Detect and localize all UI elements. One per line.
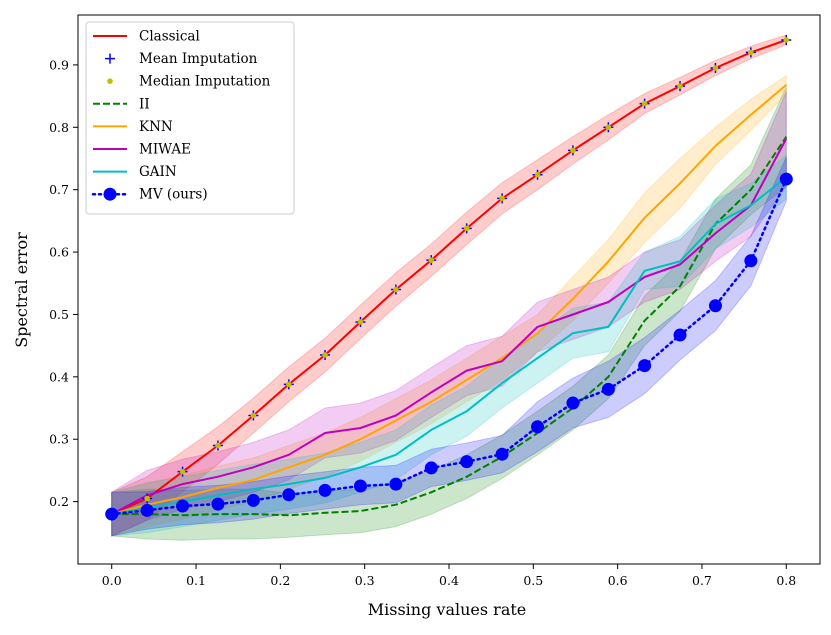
- mv-ours-point: [140, 503, 154, 517]
- median-imputation-point: [677, 83, 683, 89]
- mv-ours-point: [246, 493, 260, 507]
- mv-ours-point: [389, 477, 403, 491]
- mv-ours-point: [744, 254, 758, 268]
- legend-label-mv-ours: MV (ours): [139, 187, 208, 203]
- x-tick-label: 0.2: [270, 573, 290, 588]
- x-tick-label: 0.1: [186, 573, 206, 588]
- legend-label-gain: GAIN: [139, 164, 177, 180]
- y-tick-label: 0.4: [49, 369, 69, 384]
- mv-ours-point: [318, 483, 332, 497]
- x-tick-label: 0.8: [776, 573, 796, 588]
- median-imputation-point: [748, 49, 754, 56]
- median-imputation-point: [428, 257, 435, 263]
- mv-ours-point: [282, 488, 296, 502]
- legend-label-mean-imputation: Mean Imputation: [139, 51, 258, 67]
- median-imputation-point: [322, 352, 328, 358]
- classical-line: [111, 39, 787, 516]
- median-imputation-point: [570, 147, 576, 154]
- median-imputation-point: [712, 65, 719, 71]
- y-tick-label: 0.9: [49, 57, 69, 72]
- median-imputation-point: [605, 124, 612, 131]
- mv-ours-point: [353, 479, 367, 493]
- mv-ours-point: [601, 382, 615, 396]
- y-axis-ticks: 0.2 0.3 0.4 0.5 0.6 0.7 0.8 0.9: [49, 57, 78, 509]
- y-tick-label: 0.3: [49, 432, 69, 447]
- miwae-line: [111, 138, 788, 515]
- x-tick-label: 0.4: [439, 573, 459, 588]
- mv-ours-point: [566, 396, 580, 410]
- median-imputation-point: [215, 442, 221, 449]
- legend-label-classical: Classical: [139, 29, 200, 45]
- series-markers: [105, 34, 793, 521]
- y-tick-label: 0.2: [49, 494, 69, 509]
- legend-marker-median-imputation: [107, 78, 113, 84]
- mv-ours-point: [673, 328, 687, 342]
- x-tick-label: 0.7: [692, 573, 712, 588]
- mv-ours-point: [638, 359, 652, 373]
- mv-ours-line: [110, 177, 788, 516]
- y-axis-label: Spectral error: [12, 232, 31, 348]
- median-imputation-point: [250, 412, 257, 419]
- legend: Classical Mean Imputation Median Imputatio…: [85, 21, 295, 215]
- median-imputation-point: [393, 286, 399, 293]
- mv-ours-point: [708, 299, 722, 313]
- x-tick-label: 0.0: [102, 573, 122, 588]
- median-imputation-point: [783, 37, 790, 43]
- legend-marker-mean-imputation: [105, 53, 115, 64]
- x-axis-label: Missing values rate: [368, 600, 527, 619]
- ii-line: [111, 136, 788, 517]
- series-lines: [110, 39, 788, 517]
- x-tick-label: 0.5: [523, 573, 543, 588]
- gain-line: [111, 176, 787, 516]
- mv-ours-point: [105, 507, 119, 521]
- legend-label-ii: II: [139, 96, 150, 112]
- y-tick-label: 0.6: [49, 245, 69, 260]
- median-imputation-point: [144, 495, 150, 502]
- median-imputation-point: [463, 225, 470, 232]
- median-imputation-point: [499, 195, 505, 202]
- y-tick-label: 0.5: [49, 307, 69, 322]
- legend-marker-mv-ours: [103, 187, 117, 201]
- mv-ours-point: [531, 420, 545, 434]
- mv-ours-point: [495, 447, 509, 461]
- x-axis-ticks: 0.0 0.1 0.2 0.3 0.4 0.5 0.6 0.7 0.8: [102, 564, 796, 588]
- x-tick-label: 0.3: [355, 573, 375, 588]
- legend-label-miwae: MIWAE: [139, 142, 191, 158]
- median-imputation-point: [179, 468, 186, 475]
- mv-ours-point: [460, 455, 474, 469]
- x-tick-label: 0.6: [608, 573, 628, 588]
- legend-label-median-imputation: Median Imputation: [139, 74, 271, 90]
- mv-ours-point: [211, 497, 225, 511]
- mv-ours-point: [424, 461, 438, 475]
- y-tick-label: 0.8: [49, 120, 69, 135]
- legend-label-knn: KNN: [139, 119, 173, 135]
- median-imputation-point: [285, 381, 292, 388]
- median-imputation-point: [641, 100, 648, 107]
- mv-ours-point: [176, 499, 190, 513]
- median-imputation-point: [534, 171, 541, 178]
- legend-frame: [85, 21, 295, 215]
- y-tick-label: 0.7: [49, 182, 69, 197]
- knn-line: [111, 84, 787, 516]
- mv-ours-point: [779, 172, 793, 186]
- median-imputation-point: [357, 319, 364, 325]
